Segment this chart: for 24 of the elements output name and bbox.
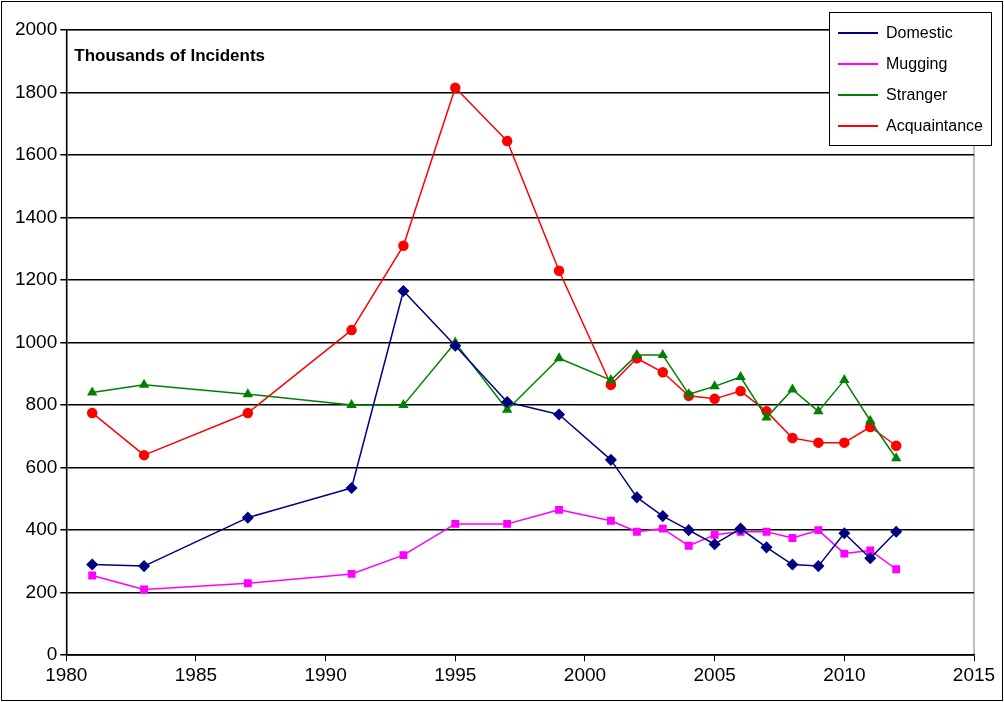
legend-label: Domestic <box>886 23 953 42</box>
legend-label: Mugging <box>886 54 948 73</box>
annotation: Thousands of Incidents <box>74 46 266 66</box>
y-tick-label: 1400 <box>14 205 58 227</box>
x-tick-label: 1995 <box>434 663 477 685</box>
x-tick-label: 1980 <box>45 663 88 685</box>
x-tick-label: 1985 <box>174 663 218 685</box>
y-tick-label: 2000 <box>14 18 58 40</box>
y-tick-label: 1000 <box>14 330 58 352</box>
y-tick-label: 200 <box>25 580 58 602</box>
x-tick-label: 2015 <box>952 663 996 685</box>
x-tick-label: 1990 <box>304 663 347 685</box>
y-tick-label: 800 <box>25 393 58 415</box>
x-tick-label: 2000 <box>563 663 607 685</box>
y-tick-label: 1600 <box>14 143 58 165</box>
legend-label: Stranger <box>886 85 948 104</box>
legend-label: Acquaintance <box>886 116 983 135</box>
x-tick-label: 2005 <box>693 663 736 685</box>
y-tick-label: 600 <box>25 455 58 477</box>
y-tick-label: 0 <box>46 643 58 665</box>
y-tick-label: 1800 <box>14 80 58 102</box>
y-tick-label: 1200 <box>14 268 58 290</box>
y-tick-label: 400 <box>25 518 58 540</box>
x-tick-label: 2010 <box>823 663 866 685</box>
